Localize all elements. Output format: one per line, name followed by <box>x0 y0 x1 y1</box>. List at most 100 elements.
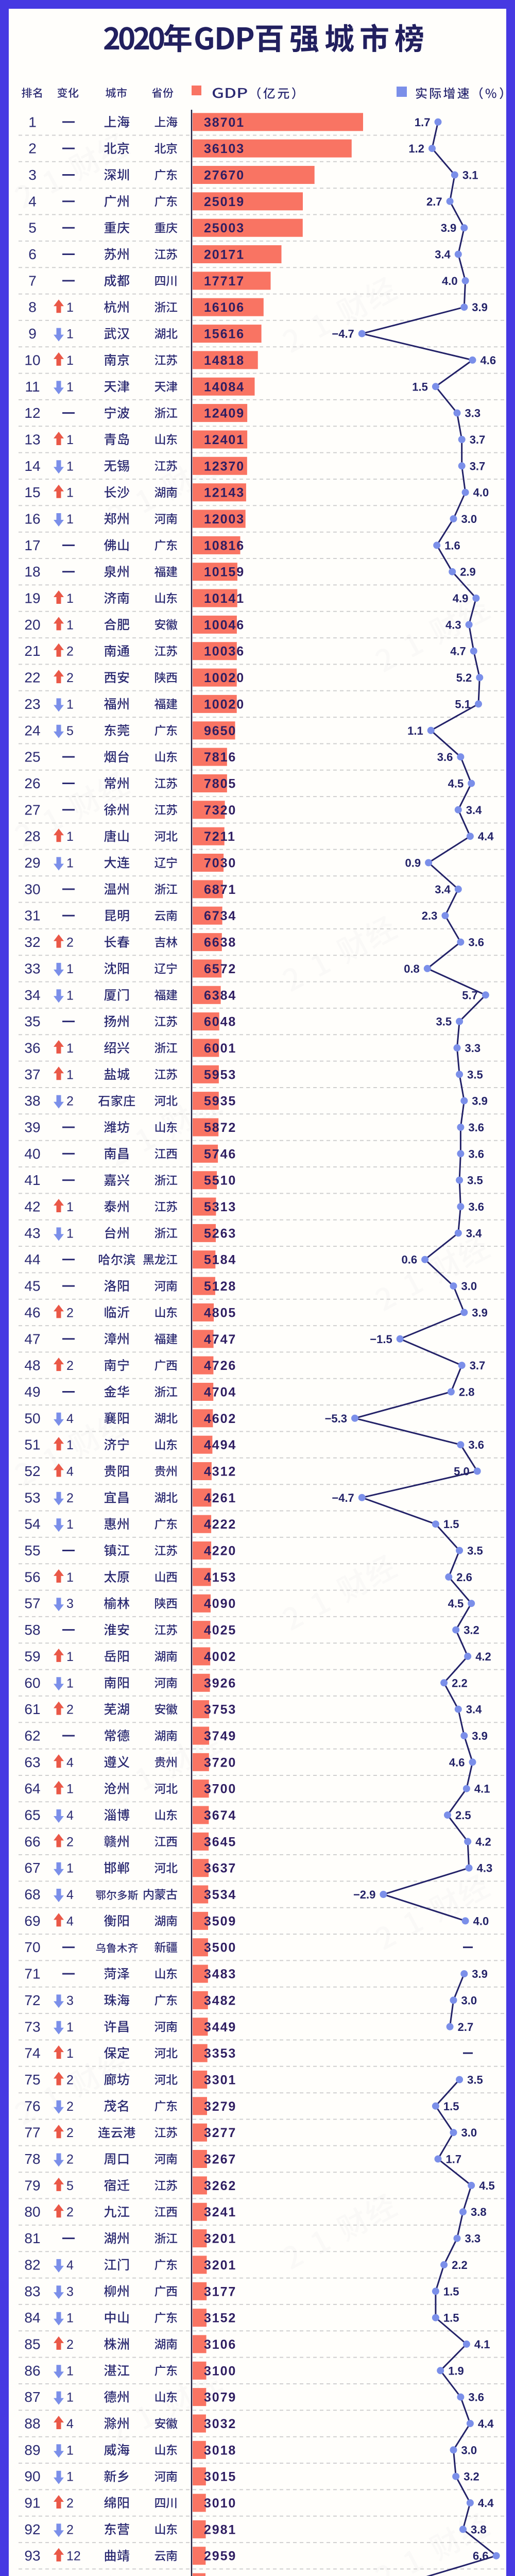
svg-text:91: 91 <box>24 2495 40 2511</box>
svg-text:3.0: 3.0 <box>461 1994 477 2007</box>
svg-text:90: 90 <box>24 2468 40 2484</box>
svg-text:2: 2 <box>66 2337 74 2352</box>
svg-text:2: 2 <box>66 2153 74 2167</box>
svg-text:4153: 4153 <box>204 1570 236 1585</box>
svg-text:4.6: 4.6 <box>480 354 496 367</box>
svg-text:3.7: 3.7 <box>470 1359 486 1372</box>
svg-text:4: 4 <box>66 2417 74 2431</box>
svg-text:3201: 3201 <box>204 2232 236 2246</box>
svg-text:17: 17 <box>24 537 40 553</box>
svg-text:1: 1 <box>28 114 37 130</box>
svg-text:5.1: 5.1 <box>455 698 471 710</box>
svg-text:4726: 4726 <box>204 1359 236 1373</box>
svg-text:10159: 10159 <box>204 565 245 580</box>
svg-text:3645: 3645 <box>204 1835 236 1849</box>
svg-text:4.9: 4.9 <box>453 592 469 605</box>
svg-text:3152: 3152 <box>204 2311 236 2326</box>
svg-text:12143: 12143 <box>204 486 245 500</box>
svg-text:2.2: 2.2 <box>452 1676 468 1689</box>
svg-text:2: 2 <box>66 936 74 950</box>
svg-text:4312: 4312 <box>204 1465 236 1479</box>
svg-text:49: 49 <box>24 1384 40 1400</box>
svg-text:42: 42 <box>24 1199 40 1215</box>
svg-text:3241: 3241 <box>204 2205 236 2219</box>
svg-text:9: 9 <box>28 326 37 342</box>
svg-text:20: 20 <box>24 617 40 633</box>
svg-text:43: 43 <box>24 1225 40 1241</box>
svg-text:22: 22 <box>24 670 40 686</box>
svg-text:4025: 4025 <box>204 1623 236 1638</box>
svg-text:1: 1 <box>66 2391 74 2405</box>
svg-text:6572: 6572 <box>204 962 236 976</box>
svg-text:17717: 17717 <box>204 274 245 289</box>
svg-text:56: 56 <box>24 1569 40 1585</box>
svg-text:1: 1 <box>66 2470 74 2484</box>
svg-text:3482: 3482 <box>204 1993 236 2008</box>
svg-text:12401: 12401 <box>204 433 245 447</box>
svg-text:3.5: 3.5 <box>467 1545 483 1557</box>
svg-text:64: 64 <box>24 1781 40 1797</box>
svg-text:3.7: 3.7 <box>470 433 486 446</box>
svg-text:3449: 3449 <box>204 2020 236 2035</box>
svg-text:6384: 6384 <box>204 988 236 1003</box>
svg-text:1.9: 1.9 <box>448 2364 464 2377</box>
svg-text:4.2: 4.2 <box>475 1650 491 1663</box>
svg-text:2.6: 2.6 <box>456 1571 472 1584</box>
svg-text:4.2: 4.2 <box>475 1835 491 1848</box>
svg-text:92: 92 <box>24 2521 40 2537</box>
svg-text:6.6: 6.6 <box>473 2550 489 2563</box>
svg-text:1: 1 <box>66 433 74 447</box>
svg-text:4002: 4002 <box>204 1650 236 1664</box>
svg-text:4.4: 4.4 <box>478 830 494 843</box>
svg-text:28: 28 <box>24 828 40 844</box>
svg-text:6: 6 <box>28 246 37 262</box>
svg-text:82: 82 <box>24 2257 40 2273</box>
svg-text:1: 1 <box>66 2364 74 2378</box>
svg-text:38701: 38701 <box>204 115 245 130</box>
svg-text:36: 36 <box>24 1040 40 1056</box>
svg-text:62: 62 <box>24 1728 40 1744</box>
svg-text:65: 65 <box>24 1807 40 1823</box>
svg-text:3353: 3353 <box>204 2046 236 2061</box>
svg-text:7211: 7211 <box>204 829 236 844</box>
svg-text:3.4: 3.4 <box>435 883 451 896</box>
svg-text:2: 2 <box>66 645 74 659</box>
svg-text:68: 68 <box>24 1887 40 1903</box>
svg-text:1.7: 1.7 <box>446 2153 462 2166</box>
svg-text:2.3: 2.3 <box>422 909 438 922</box>
svg-text:5.0: 5.0 <box>454 1465 470 1478</box>
svg-text:3.4: 3.4 <box>466 1227 482 1240</box>
svg-text:1: 1 <box>66 380 74 394</box>
svg-text:7: 7 <box>28 273 37 289</box>
svg-text:4: 4 <box>66 1914 74 1928</box>
svg-text:3.0: 3.0 <box>461 513 477 526</box>
svg-text:4.0: 4.0 <box>473 1914 489 1927</box>
svg-text:3: 3 <box>66 1597 74 1611</box>
svg-text:10020: 10020 <box>204 671 245 685</box>
svg-text:3.9: 3.9 <box>472 1095 488 1108</box>
svg-text:70: 70 <box>24 1939 40 1955</box>
svg-text:4.5: 4.5 <box>479 2179 495 2192</box>
svg-text:5184: 5184 <box>204 1253 236 1267</box>
svg-text:3.8: 3.8 <box>471 2523 487 2536</box>
svg-text:4: 4 <box>66 1412 74 1426</box>
svg-text:5: 5 <box>66 2179 74 2193</box>
svg-text:3.5: 3.5 <box>436 1015 452 1028</box>
svg-text:23: 23 <box>24 696 40 712</box>
svg-text:72: 72 <box>24 1992 40 2008</box>
svg-text:57: 57 <box>24 1596 40 1612</box>
svg-text:10816: 10816 <box>204 538 245 553</box>
svg-text:1: 1 <box>66 962 74 976</box>
svg-text:1.5: 1.5 <box>443 2312 459 2325</box>
svg-text:1.7: 1.7 <box>415 116 431 129</box>
svg-text:−1.5: −1.5 <box>370 1333 392 1346</box>
svg-text:5313: 5313 <box>204 1200 236 1214</box>
svg-text:58: 58 <box>24 1622 40 1638</box>
svg-text:4747: 4747 <box>204 1332 236 1347</box>
svg-text:3.9: 3.9 <box>472 1730 488 1742</box>
svg-text:1.2: 1.2 <box>408 142 424 155</box>
svg-text:2: 2 <box>66 1359 74 1373</box>
svg-text:3279: 3279 <box>204 2099 236 2114</box>
svg-text:12: 12 <box>66 2549 81 2564</box>
svg-text:10141: 10141 <box>204 591 245 606</box>
